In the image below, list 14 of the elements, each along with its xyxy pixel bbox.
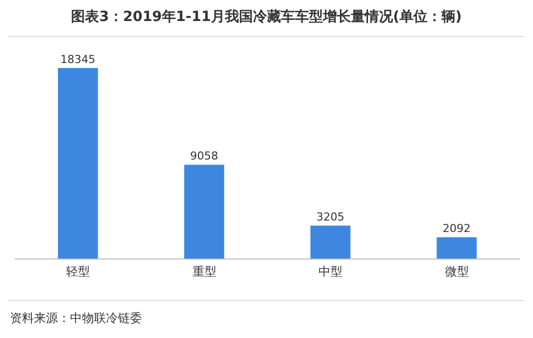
x-tick-label: 中型 — [318, 264, 343, 279]
data-label: 3205 — [316, 210, 344, 224]
x-tick-label: 微型 — [444, 264, 469, 279]
text: 资料来源：中物联冷链委 — [10, 310, 142, 327]
bar — [436, 237, 477, 259]
x-tick-label: 轻型 — [66, 264, 90, 279]
bar — [310, 226, 350, 259]
data-label: 2092 — [442, 222, 471, 236]
bar — [58, 68, 98, 259]
chart-title: 图表3：2019年1-11月我国冷藏车车型增长量情况(单位：辆) — [70, 8, 463, 26]
data-label: 18345 — [60, 53, 96, 66]
bar — [184, 164, 224, 259]
data-label: 9058 — [190, 150, 218, 163]
x-tick-label: 重型 — [192, 264, 216, 279]
